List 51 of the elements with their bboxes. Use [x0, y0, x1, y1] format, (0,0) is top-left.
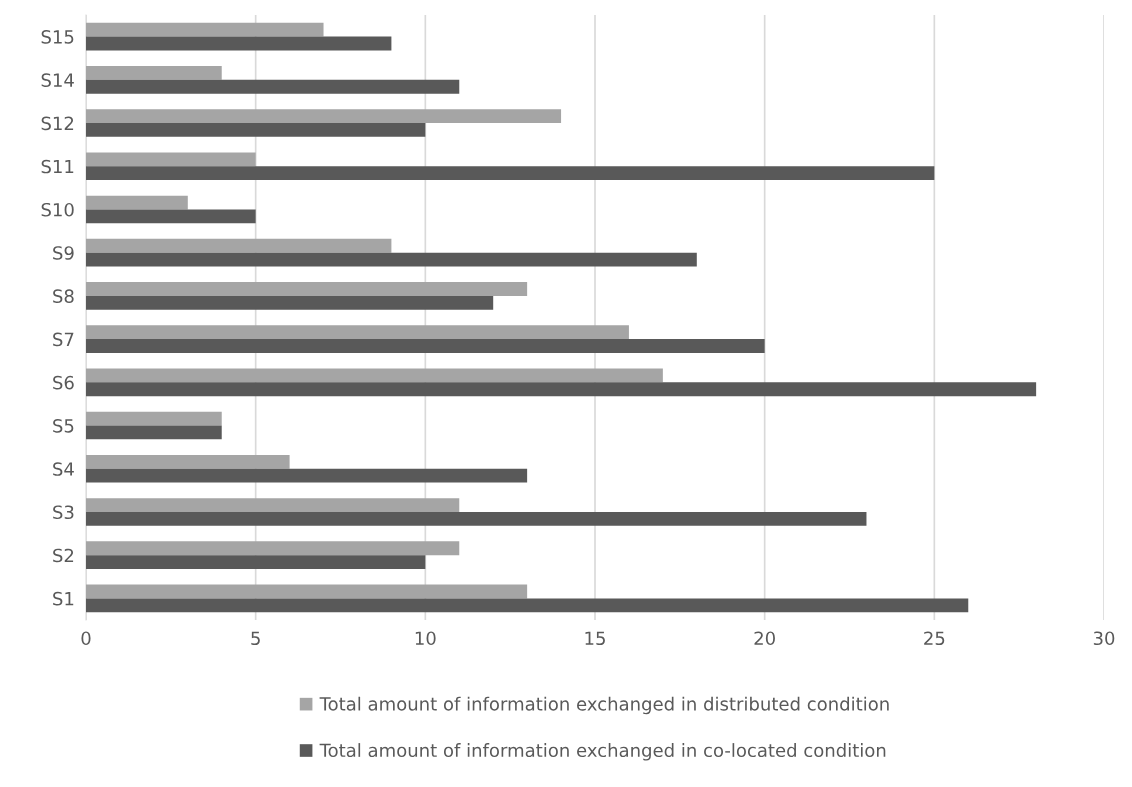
- bar: [86, 123, 426, 137]
- bar: [86, 109, 562, 124]
- bar: [86, 295, 494, 310]
- legend-label: Total amount of information exchanged in co-located condition: [319, 743, 886, 761]
- y-tick-label: S2: [53, 548, 74, 563]
- bar: [86, 36, 392, 51]
- bar: [86, 411, 222, 426]
- bar: [86, 598, 969, 613]
- bar: [86, 209, 256, 224]
- x-tick-label: 20: [754, 631, 775, 646]
- bar: [86, 498, 460, 512]
- bar: [86, 454, 290, 469]
- bar: [86, 382, 1037, 397]
- y-tick-label: S12: [41, 116, 74, 131]
- y-tick-label: S8: [53, 289, 74, 304]
- bar: [86, 339, 765, 353]
- y-tick-label: S5: [53, 418, 74, 433]
- x-tick-label: 5: [251, 631, 260, 646]
- y-tick-label: S10: [41, 202, 74, 217]
- bar: [86, 325, 629, 340]
- x-tick-label: 0: [81, 631, 91, 646]
- y-tick-label: S6: [53, 375, 74, 390]
- bar: [86, 555, 426, 570]
- x-tick-label: 25: [924, 631, 945, 646]
- bar: [86, 368, 663, 383]
- bar: [86, 511, 867, 526]
- bar: [86, 65, 222, 80]
- y-tick-label: S14: [41, 73, 74, 87]
- bar: [86, 195, 188, 210]
- bar: [86, 425, 222, 440]
- bar: [86, 282, 528, 296]
- bar: [86, 238, 392, 253]
- bar: [86, 541, 460, 556]
- bar: [86, 166, 935, 181]
- y-tick-label: S15: [41, 30, 74, 44]
- x-tick-label: 10: [415, 631, 436, 646]
- bar: [86, 79, 460, 94]
- y-tick-label: S11: [41, 159, 74, 174]
- x-tick-label: 30: [1093, 631, 1115, 646]
- y-tick-label: S1: [53, 591, 74, 606]
- x-tick-label: 15: [585, 631, 605, 646]
- y-tick-label: S4: [53, 462, 74, 476]
- bar: [86, 252, 697, 267]
- bar: [86, 584, 528, 599]
- legend-label: Total amount of information exchanged in distributed condition: [319, 696, 889, 715]
- bar: [86, 22, 324, 37]
- bar: [86, 152, 256, 167]
- y-tick-label: S3: [53, 505, 74, 520]
- y-tick-label: S7: [53, 332, 74, 347]
- bar: [86, 468, 528, 483]
- y-tick-label: S9: [53, 246, 74, 260]
